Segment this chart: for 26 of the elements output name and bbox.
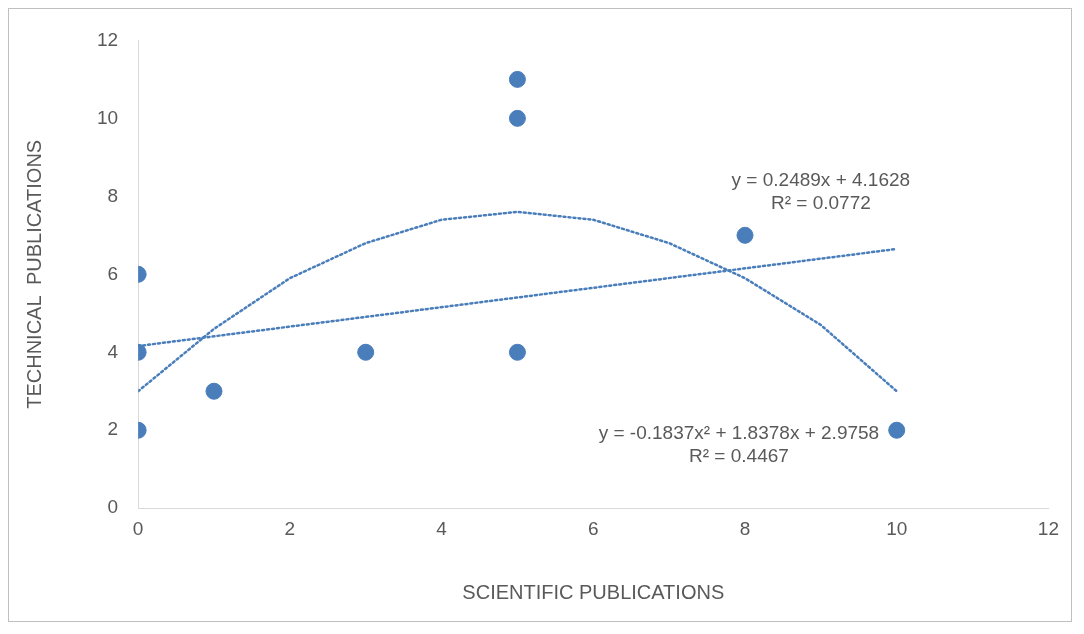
y-tick-label: 4 — [107, 340, 119, 362]
point — [508, 70, 526, 88]
y-axis-title: TECHNICAL PUBLICATIONS — [22, 139, 45, 409]
chart-frame: SCIENTIFIC PUBLICATIONS TECHNICAL PUBLICATIONS 0 2 4 6 8 10 12 0 2 4 6 8 10 12 y = 0.2489x + 4.1628 R² = 0.0772 y = -0.1837x² + 1.8378x + 2.9758 R² = 0.4467 — [8, 8, 1072, 622]
y-tick-label: 10 — [96, 106, 119, 128]
y-tick-label: 8 — [107, 184, 119, 206]
point — [357, 343, 375, 361]
annotation: R² = 0.0772 — [770, 192, 871, 214]
annotation: R² = 0.4467 — [689, 444, 789, 466]
line-series — [138, 210, 898, 393]
x-tick-label: 10 — [886, 517, 908, 539]
y-tick-label: 0 — [107, 496, 119, 518]
y-tick-label: 2 — [107, 418, 119, 440]
point — [508, 109, 526, 127]
x-tick-label: 6 — [587, 517, 599, 539]
x-tick-label: 0 — [132, 517, 144, 539]
y-tick-label: 12 — [96, 28, 119, 50]
annotation: y = 0.2489x + 4.1628 — [731, 168, 911, 190]
x-tick-label: 12 — [1037, 517, 1059, 539]
x-tick-label: 8 — [739, 517, 751, 539]
y-tick-label: 6 — [107, 262, 119, 284]
x-tick-label: 2 — [284, 517, 296, 539]
annotation: y = -0.1837x² + 1.8378x + 2.9758 — [598, 421, 880, 443]
x-axis-title: SCIENTIFIC PUBLICATIONS — [462, 580, 725, 603]
x-tick-label: 4 — [436, 517, 448, 539]
point — [508, 343, 526, 361]
